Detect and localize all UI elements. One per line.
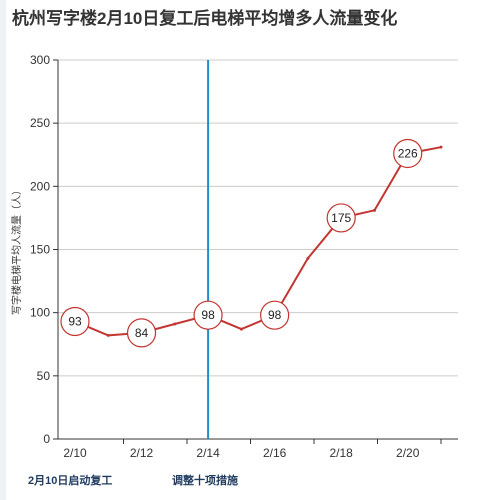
x-tick-label-2/16: 2/16 [263, 446, 287, 460]
data-point-2/11 [106, 333, 110, 337]
y-tick-label-300: 300 [30, 53, 50, 67]
gridlines [58, 59, 458, 377]
annotation-measures: 调整十项措施 [172, 475, 238, 487]
y-tick-label-250: 250 [30, 116, 50, 130]
x-tick-label-2/12: 2/12 [130, 446, 154, 460]
data-label-2/10: 93 [68, 315, 82, 329]
data-point-2/19 [372, 208, 376, 212]
data-point-2/13 [173, 322, 177, 326]
data-point-2/21 [439, 145, 443, 149]
data-label-2/12: 84 [135, 326, 149, 340]
y-tick-label-150: 150 [30, 243, 50, 257]
x-tick-label-2/14: 2/14 [196, 446, 220, 460]
data-labels: 93 84 98 98 175 226 [60, 138, 423, 348]
data-label-2/14: 98 [201, 308, 215, 322]
data-point-2/15 [239, 327, 243, 331]
x-tick-label-2/18: 2/18 [330, 446, 354, 460]
y-tick-label-200: 200 [30, 179, 50, 193]
data-label-bubble-2/18 [326, 203, 356, 233]
data-label-bubble-2/14 [193, 300, 223, 330]
data-label-2/20: 226 [398, 146, 418, 160]
annotation-restart: 2月10日启动复工 [28, 475, 113, 487]
data-label-bubble-2/20 [393, 138, 423, 169]
x-tick-label-2/10: 2/10 [63, 446, 87, 460]
data-label-bubble-2/10 [60, 306, 90, 337]
data-label-bubble-2/12 [126, 318, 157, 348]
chart-title: 杭州写字楼2月10日复工后电梯平均增多人流量变化 [12, 9, 398, 28]
y-tick-label-0: 0 [43, 432, 50, 446]
data-label-bubble-2/16 [260, 300, 290, 330]
y-tick-label-50: 50 [37, 369, 51, 383]
series-line-0 [74, 146, 442, 337]
data-label-2/16: 98 [268, 308, 282, 322]
series [73, 145, 443, 337]
y-tick-label-100: 100 [30, 306, 50, 320]
data-point-2/17 [306, 256, 310, 260]
left-edge-strip [0, 0, 6, 500]
axes: 0 50 100 150 200 250 300 2/10 2/12 2/14 2/16 2/18 2/… [30, 53, 458, 460]
x-tick-label-2/20: 2/20 [396, 446, 420, 460]
data-label-2/18: 175 [331, 211, 351, 225]
